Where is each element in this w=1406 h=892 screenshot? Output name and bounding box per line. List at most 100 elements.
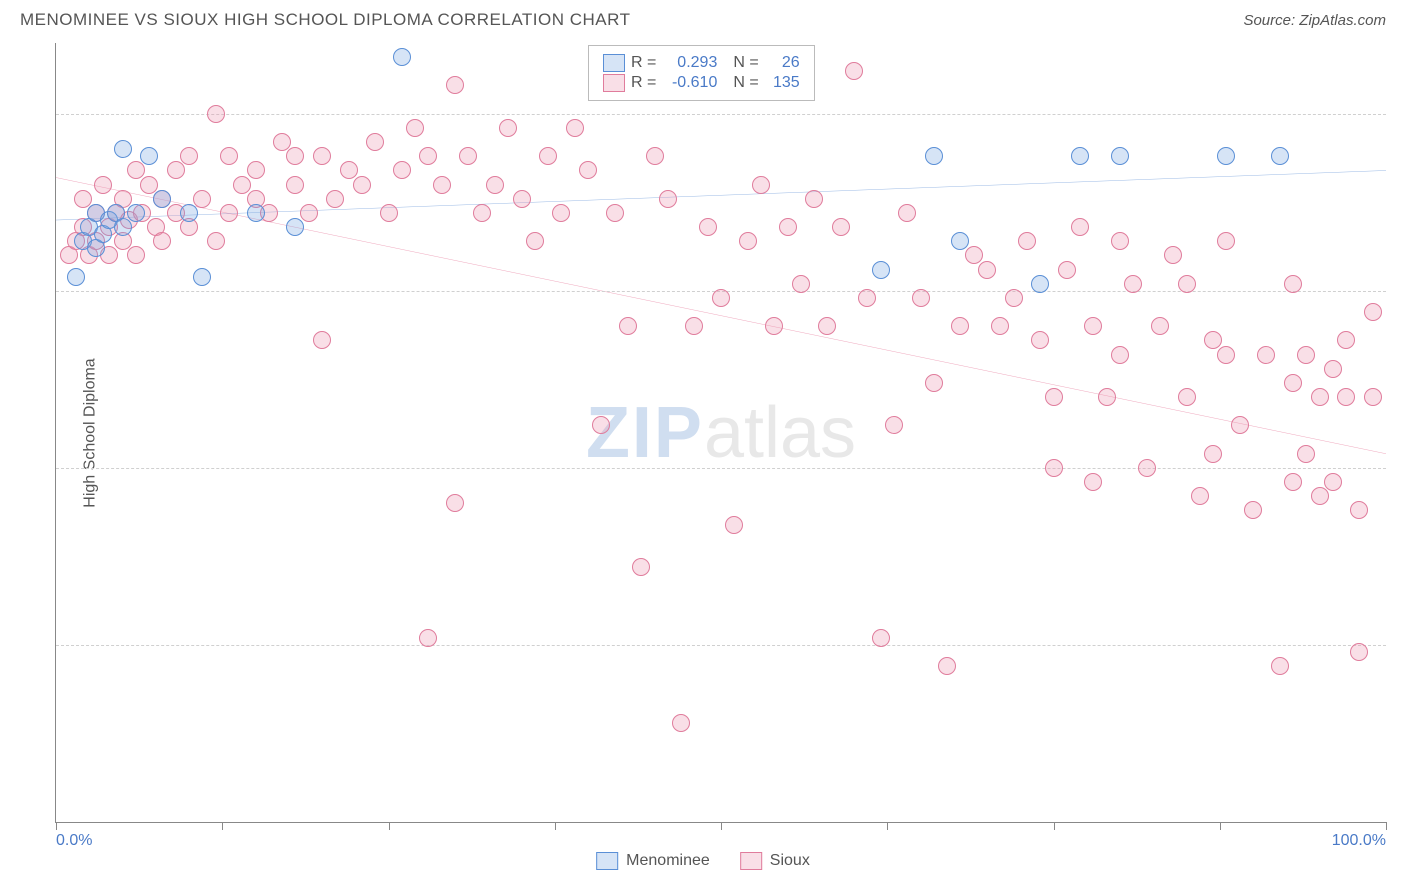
sioux-point [765, 317, 783, 335]
sioux-point [419, 629, 437, 647]
sioux-point [193, 190, 211, 208]
sioux-point [74, 190, 92, 208]
sioux-point [646, 147, 664, 165]
legend-swatch [603, 74, 625, 92]
sioux-point [326, 190, 344, 208]
y-tick-label: 62.5% [1394, 636, 1406, 654]
menominee-point [247, 204, 265, 222]
sioux-point [805, 190, 823, 208]
menominee-point [1031, 275, 1049, 293]
plot-area [56, 43, 1386, 822]
gridline-horizontal [56, 645, 1386, 646]
x-tick [1054, 822, 1055, 830]
sioux-point [1045, 388, 1063, 406]
sioux-point [1350, 501, 1368, 519]
sioux-point [872, 629, 890, 647]
sioux-point [499, 119, 517, 137]
chart-title: MENOMINEE VS SIOUX HIGH SCHOOL DIPLOMA C… [20, 10, 631, 30]
x-tick [222, 822, 223, 830]
sioux-point [938, 657, 956, 675]
menominee-point [67, 268, 85, 286]
sioux-point [752, 176, 770, 194]
r-value: -0.610 [662, 74, 717, 92]
sioux-point [579, 161, 597, 179]
sioux-point [459, 147, 477, 165]
sioux-point [951, 317, 969, 335]
sioux-point [592, 416, 610, 434]
sioux-point [965, 246, 983, 264]
chart-area: High School Diploma ZIPatlas R = 0.293N … [55, 43, 1386, 823]
sioux-point [1311, 487, 1329, 505]
sioux-point [1311, 388, 1329, 406]
sioux-point [300, 204, 318, 222]
sioux-point [313, 147, 331, 165]
sioux-point [978, 261, 996, 279]
sioux-point [1244, 501, 1262, 519]
menominee-point [1217, 147, 1235, 165]
sioux-point [898, 204, 916, 222]
sioux-point [1337, 388, 1355, 406]
legend-label: Menominee [626, 852, 710, 870]
sioux-point [1364, 303, 1382, 321]
sioux-point [473, 204, 491, 222]
sioux-point [1071, 218, 1089, 236]
sioux-point [1138, 459, 1156, 477]
sioux-point [991, 317, 1009, 335]
n-label: N = [733, 74, 758, 92]
sioux-point [858, 289, 876, 307]
sioux-point [513, 190, 531, 208]
y-tick-label: 87.5% [1394, 282, 1406, 300]
sioux-point [1284, 275, 1302, 293]
sioux-point [1178, 388, 1196, 406]
x-tick-label: 0.0% [56, 832, 92, 850]
sioux-point [552, 204, 570, 222]
sioux-point [419, 147, 437, 165]
sioux-point [1084, 317, 1102, 335]
sioux-point [1217, 346, 1235, 364]
sioux-point [712, 289, 730, 307]
menominee-point [114, 218, 132, 236]
n-value: 135 [765, 74, 800, 92]
sioux-point [1084, 473, 1102, 491]
sioux-point [180, 147, 198, 165]
sioux-point [1337, 331, 1355, 349]
sioux-point [1284, 473, 1302, 491]
menominee-point [1111, 147, 1129, 165]
sioux-point [725, 516, 743, 534]
sioux-point [1350, 643, 1368, 661]
x-tick [555, 822, 556, 830]
sioux-point [1151, 317, 1169, 335]
r-value: 0.293 [662, 54, 717, 72]
sioux-point [1005, 289, 1023, 307]
source-attribution: Source: ZipAtlas.com [1243, 12, 1386, 29]
sioux-point [153, 232, 171, 250]
sioux-point [393, 161, 411, 179]
sioux-point [313, 331, 331, 349]
stats-legend: R = 0.293N = 26R = -0.610N = 135 [588, 45, 815, 101]
menominee-point [925, 147, 943, 165]
x-tick-label: 100.0% [1332, 832, 1386, 850]
legend-item-menominee: Menominee [596, 852, 710, 870]
menominee-point [872, 261, 890, 279]
menominee-point [180, 204, 198, 222]
sioux-point [1297, 346, 1315, 364]
sioux-point [1217, 232, 1235, 250]
y-tick-label: 100.0% [1394, 105, 1406, 123]
sioux-point [539, 147, 557, 165]
x-tick [1386, 822, 1387, 830]
sioux-point [1018, 232, 1036, 250]
sioux-point [380, 204, 398, 222]
sioux-point [1204, 445, 1222, 463]
sioux-point [1124, 275, 1142, 293]
sioux-point [286, 147, 304, 165]
legend-label: Sioux [770, 852, 810, 870]
menominee-point [140, 147, 158, 165]
sioux-point [912, 289, 930, 307]
legend-item-sioux: Sioux [740, 852, 810, 870]
sioux-point [925, 374, 943, 392]
sioux-point [140, 176, 158, 194]
menominee-point [193, 268, 211, 286]
sioux-point [1031, 331, 1049, 349]
sioux-point [1231, 416, 1249, 434]
legend-swatch [603, 54, 625, 72]
